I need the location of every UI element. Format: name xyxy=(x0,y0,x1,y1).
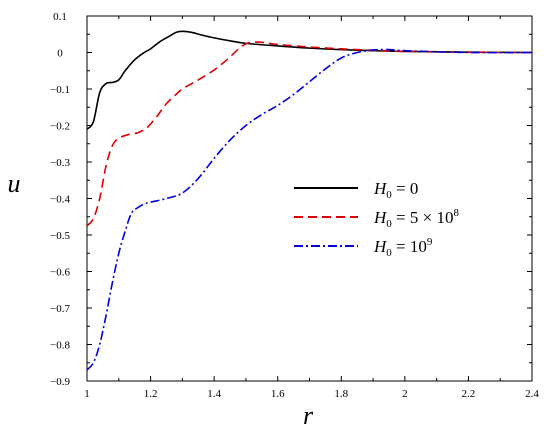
legend-label-sup: 9 xyxy=(427,236,433,248)
x-tick-label: 2.4 xyxy=(525,388,539,400)
x-tick-label: 2.2 xyxy=(462,388,476,400)
legend-label-sub: 0 xyxy=(386,189,392,201)
series-line-h0-zero xyxy=(86,30,533,130)
legend-label: H0 = 0 xyxy=(373,179,418,201)
x-tick-label: 1.4 xyxy=(207,388,221,400)
legend-label: H0 = 109 xyxy=(373,236,433,259)
y-tick-label: −0.8 xyxy=(50,340,70,352)
legend-label-var: H xyxy=(373,179,388,198)
series-line-h0-5e8 xyxy=(86,41,533,227)
x-axis-label: r xyxy=(303,401,314,430)
legend-label-sup: 8 xyxy=(453,207,459,219)
legend-entry-h0-zero: H0 = 0 xyxy=(294,179,418,201)
x-tick-label: 2 xyxy=(402,388,408,400)
x-tick-label: 1.2 xyxy=(144,388,158,400)
legend-label-var: H xyxy=(373,237,388,256)
y-tick-label: −0.4 xyxy=(50,194,70,206)
series-line-h0-1e9 xyxy=(86,48,533,371)
y-tick-label: −0.2 xyxy=(50,121,70,133)
ticks-layer: 1 1.2 1.4 1.6 1.8 2 2.2 2.4 0.1 0 −0.1 −0.2 −0.3 −0.4… xyxy=(50,11,539,400)
y-tick-label: 0 xyxy=(57,48,63,60)
y-tick-label: −0.7 xyxy=(50,303,70,315)
x-tick-label: 1.6 xyxy=(271,388,285,400)
legend-entry-h0-1e9: H0 = 109 xyxy=(294,236,433,259)
y-tick-label: −0.1 xyxy=(50,84,70,96)
legend-label-sub: 0 xyxy=(386,247,392,259)
x-tick-label: 1.8 xyxy=(334,388,348,400)
y-tick-label: −0.3 xyxy=(50,157,70,169)
y-axis-label: u xyxy=(8,169,21,198)
legend-label-var: H xyxy=(373,208,388,227)
plot-frame xyxy=(86,15,533,382)
legend-label-rhs: = 10 xyxy=(392,237,427,256)
series-layer xyxy=(86,30,533,371)
y-tick-label: −0.5 xyxy=(50,230,70,242)
y-tick-label: −0.9 xyxy=(50,376,70,388)
legend-label-sub: 0 xyxy=(386,218,392,230)
legend-entry-h0-5e8: H0 = 5 × 108 xyxy=(294,207,459,230)
x-tick-label: 1 xyxy=(84,388,90,400)
legend-label: H0 = 5 × 108 xyxy=(373,207,459,230)
legend-label-rhs: = 5 × 10 xyxy=(392,208,454,227)
y-tick-label: −0.6 xyxy=(50,267,70,279)
legend-label-rhs: = 0 xyxy=(392,179,419,198)
y-tick-label: 0.1 xyxy=(53,11,67,23)
